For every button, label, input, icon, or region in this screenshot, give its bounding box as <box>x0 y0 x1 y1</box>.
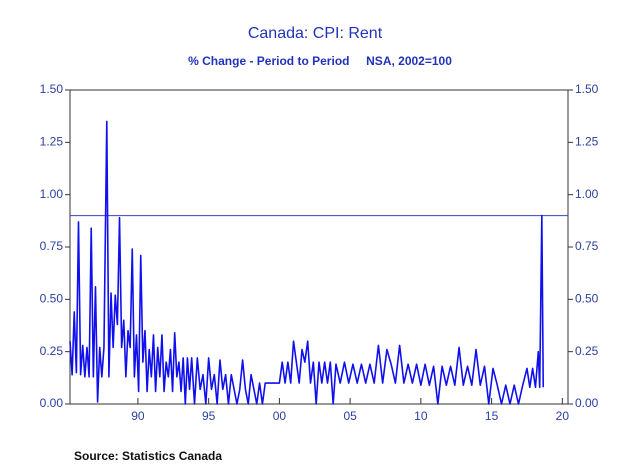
y-tick-label: 1.25 <box>40 135 64 149</box>
x-tick-label: 00 <box>273 409 287 423</box>
y2-tick-label: 1.50 <box>575 82 599 96</box>
x-tick-label: 20 <box>556 409 570 423</box>
x-tick-label: 05 <box>343 409 357 423</box>
x-tick-label: 10 <box>414 409 428 423</box>
y-tick-label: 0.25 <box>40 344 64 358</box>
plot-frame <box>69 89 569 405</box>
data-line <box>69 120 545 405</box>
y2-tick-label: 1.00 <box>575 187 599 201</box>
chart-subtitle: % Change - Period to Period NSA, 2002=10… <box>188 54 452 68</box>
y2-tick-label: 0.75 <box>575 239 599 253</box>
y-tick-label: 1.50 <box>40 82 64 96</box>
y-tick-label: 0.00 <box>40 396 64 410</box>
y2-tick-label: 1.25 <box>575 135 599 149</box>
x-tick-label: 15 <box>485 409 499 423</box>
y2-tick-label: 0.00 <box>575 396 599 410</box>
x-tick-label: 90 <box>131 409 145 423</box>
y2-tick-label: 0.50 <box>575 292 599 306</box>
y2-tick-label: 0.25 <box>575 344 599 358</box>
y-tick-label: 0.75 <box>40 239 64 253</box>
y-tick-label: 1.00 <box>40 187 64 201</box>
chart-title: Canada: CPI: Rent <box>248 25 383 42</box>
x-tick-label: 95 <box>202 409 216 423</box>
y-tick-label: 0.50 <box>40 292 64 306</box>
source-note: Source: Statistics Canada <box>74 449 222 463</box>
